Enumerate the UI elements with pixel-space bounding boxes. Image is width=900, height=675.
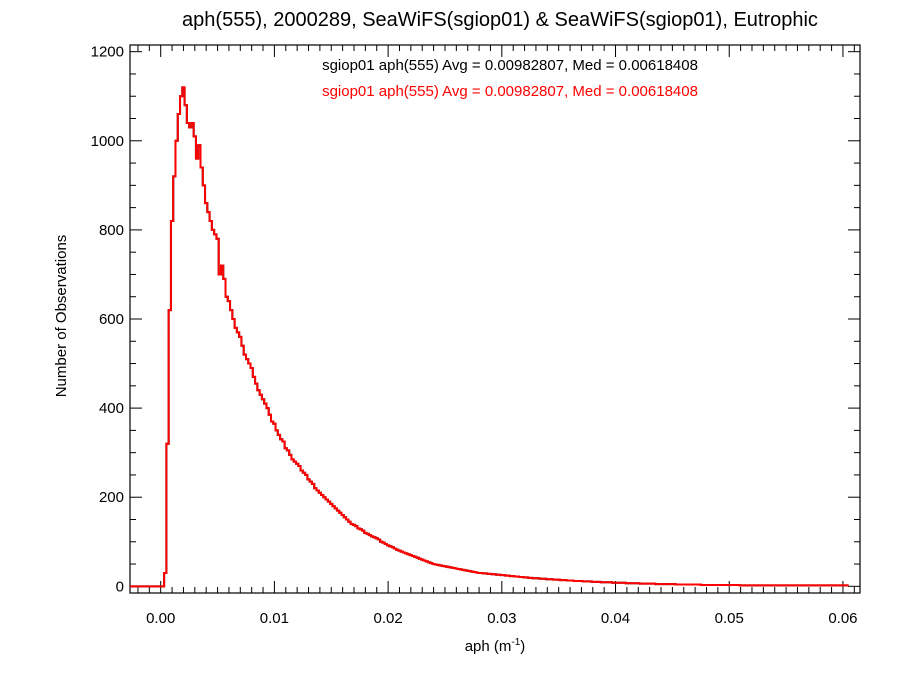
series-line-2 [130, 86, 849, 588]
x-axis-label-main: aph (m [465, 638, 512, 655]
x-tick-label: 0.06 [828, 610, 857, 627]
x-tick-label: 0.05 [715, 610, 744, 627]
x-tick-label: 0.03 [487, 610, 516, 627]
y-tick-label: 0 [116, 578, 124, 595]
x-tick-label: 0.02 [374, 610, 403, 627]
annotation-line-1: sgiop01 aph(555) Avg = 0.00982807, Med =… [322, 57, 698, 74]
x-axis-label: aph (m-1) [465, 637, 526, 655]
y-tick-label: 200 [99, 489, 124, 506]
chart-title: aph(555), 2000289, SeaWiFS(sgiop01) & Se… [182, 9, 818, 31]
y-tick-label: 800 [99, 222, 124, 239]
y-tick-label: 600 [99, 311, 124, 328]
series-line-1 [130, 86, 849, 588]
y-axis-tick-labels: 0 200 400 600 800 1000 1200 [91, 44, 124, 596]
series-layer [130, 86, 849, 588]
y-tick-label: 400 [99, 400, 124, 417]
x-axis-label-superscript: -1 [511, 637, 520, 648]
x-tick-label: 0.04 [601, 610, 630, 627]
y-axis-label: Number of Observations [53, 235, 70, 398]
y-axis-ticks [130, 51, 860, 587]
x-axis-ticks [137, 45, 855, 593]
x-tick-label: 0.01 [260, 610, 289, 627]
y-tick-label: 1200 [91, 44, 124, 61]
x-axis-tick-labels: 0.00 0.01 0.02 0.03 0.04 0.05 0.06 [146, 610, 857, 627]
annotation-line-2: sgiop01 aph(555) Avg = 0.00982807, Med =… [322, 83, 698, 100]
y-tick-label: 1000 [91, 133, 124, 150]
x-tick-label: 0.00 [146, 610, 175, 627]
x-axis-label-end: ) [520, 638, 525, 655]
plot-frame [129, 44, 861, 594]
